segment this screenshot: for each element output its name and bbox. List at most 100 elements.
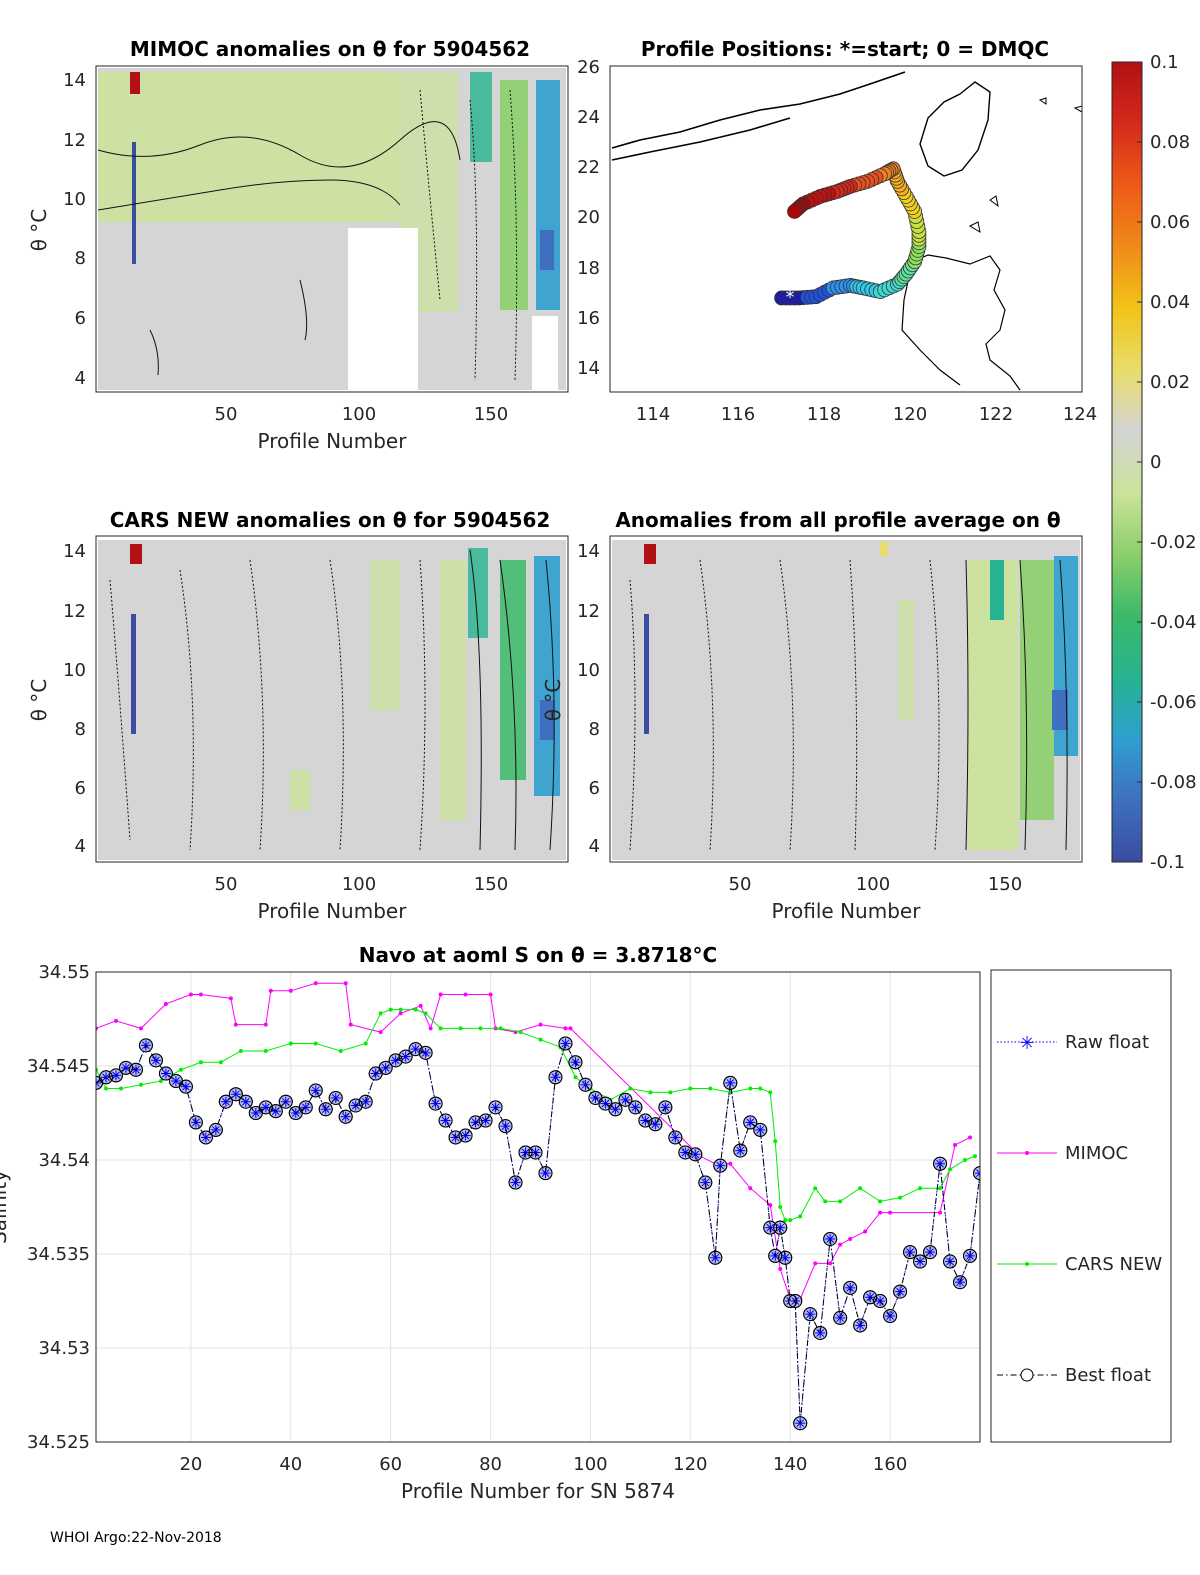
cars-ytick-6: 6 — [75, 778, 86, 799]
best-float-ring — [923, 1245, 938, 1260]
colorbar-tick-label: 0.1 — [1150, 52, 1179, 73]
positions-ytick-20: 20 — [577, 207, 600, 228]
mimoc-heatmap — [97, 68, 566, 392]
salinity-ytick-label: 34.525 — [27, 1432, 90, 1453]
salinity-yticks: 34.525 34.53 34.535 34.54 34.545 34.55 — [27, 962, 90, 1453]
raw-float-point — [149, 1054, 162, 1067]
mimoc-point — [348, 1022, 353, 1027]
allavg-heatmap — [612, 540, 1080, 860]
cars-new-point — [748, 1086, 753, 1091]
salinity-xtick-label: 100 — [573, 1454, 607, 1475]
cars-ylabel: θ °C — [27, 679, 51, 722]
salinity-title: Navo at aoml S on θ = 3.8718°C — [359, 943, 717, 967]
raw-float-point — [824, 1232, 837, 1245]
allavg-ytick-12: 12 — [577, 601, 600, 622]
mimoc-gap-2 — [532, 316, 558, 392]
raw-float-point — [814, 1326, 827, 1339]
mimoc-point — [953, 1142, 958, 1147]
mimoc-strong-band-2 — [500, 80, 528, 310]
best-float-ring — [218, 1094, 233, 1109]
positions-ytick-16: 16 — [577, 308, 600, 329]
mimoc-point — [263, 1022, 268, 1027]
cars-new-point — [198, 1060, 203, 1065]
salinity-ytick-label: 34.545 — [27, 1056, 90, 1077]
cars-ytick-4: 4 — [75, 836, 86, 857]
best-float-ring — [823, 1231, 838, 1246]
mimoc-warm-band — [98, 72, 398, 222]
best-float-ring — [713, 1158, 728, 1173]
cars-new-point — [768, 1090, 773, 1095]
salinity-xlabel: Profile Number for SN 5874 — [401, 1479, 675, 1503]
cars-new-point — [423, 1011, 428, 1016]
mimoc-point — [768, 1203, 773, 1208]
china-coastline — [611, 71, 906, 161]
cars-new-point — [388, 1007, 393, 1012]
cars-new-point — [238, 1048, 243, 1053]
best-float-ring — [743, 1115, 758, 1130]
best-float-ring — [538, 1166, 553, 1181]
raw-float-point — [834, 1311, 847, 1324]
mimoc-ylabel: θ °C — [27, 209, 51, 252]
best-float-ring — [853, 1318, 868, 1333]
cars-warm-band — [370, 560, 400, 710]
legend-entry-best-float: Best float — [997, 1365, 1151, 1386]
best-float-ring — [508, 1175, 523, 1190]
cars-new-point — [708, 1086, 713, 1091]
positions-xtick-124: 124 — [1063, 404, 1097, 425]
allavg-ytick-10: 10 — [577, 660, 600, 681]
best-float-ring — [913, 1254, 928, 1269]
allavg-warm-spot — [644, 544, 656, 564]
mimoc-point — [378, 1030, 383, 1035]
cars-new-point — [478, 1026, 483, 1031]
mimoc-point — [538, 1022, 543, 1027]
best-float-ring — [438, 1113, 453, 1128]
cars-new-point — [398, 1007, 403, 1012]
cars-new-point — [218, 1060, 223, 1065]
colorbar-tick-label: -0.08 — [1150, 772, 1197, 793]
best-float-ring — [158, 1066, 173, 1081]
raw-float-point — [259, 1101, 272, 1114]
mimoc-point — [188, 992, 193, 997]
best-float-ring — [863, 1290, 878, 1305]
legend-label-best-float: Best float — [1065, 1365, 1151, 1386]
cars-xlabel: Profile Number — [258, 899, 408, 923]
best-float-ring — [108, 1068, 123, 1083]
mimoc-point — [748, 1186, 753, 1191]
mimoc-point — [728, 1161, 733, 1166]
best-float-ring — [893, 1284, 908, 1299]
best-float-ring — [698, 1175, 713, 1190]
raw-float-point — [209, 1123, 222, 1136]
allavg-contour-2 — [965, 559, 1068, 851]
cars-warm-band-2 — [440, 560, 466, 820]
raw-float-point — [649, 1118, 662, 1131]
best-float-ring — [468, 1115, 483, 1130]
colorbar-tick-label: 0.08 — [1150, 132, 1190, 153]
allavg-band-6 — [990, 560, 1004, 620]
raw-float-point — [309, 1084, 322, 1097]
allavg-yticks: 4 6 8 10 12 14 — [577, 541, 600, 857]
raw-float-point — [954, 1276, 967, 1289]
mimoc-blue-streak — [132, 142, 136, 264]
best-float-ring — [793, 1416, 808, 1431]
best-float-ring — [903, 1245, 918, 1260]
cars-new-point — [138, 1082, 143, 1087]
luzon-coastline — [901, 254, 1021, 391]
best-float-ring — [328, 1090, 343, 1105]
cars-new-point — [948, 1167, 953, 1172]
salinity-ytick-label: 34.535 — [27, 1244, 90, 1265]
positions-ytick-22: 22 — [577, 157, 600, 178]
best-float-ring — [768, 1248, 783, 1263]
best-float-ring — [813, 1325, 828, 1340]
mimoc-point — [228, 996, 233, 1001]
cars-bg — [98, 540, 566, 860]
raw-float-point — [179, 1080, 192, 1093]
legend-label-cars-new: CARS NEW — [1065, 1254, 1162, 1275]
best-float-ring — [843, 1280, 858, 1295]
allavg-blue-streak — [644, 614, 649, 734]
series-line-best-float — [96, 1042, 980, 1424]
best-float-ring — [148, 1053, 163, 1068]
mimoc-point — [568, 1026, 573, 1031]
mimoc-xticks: 50 100 150 — [215, 404, 509, 425]
cars-new-point — [288, 1041, 293, 1046]
cars-new-point — [778, 1205, 783, 1209]
